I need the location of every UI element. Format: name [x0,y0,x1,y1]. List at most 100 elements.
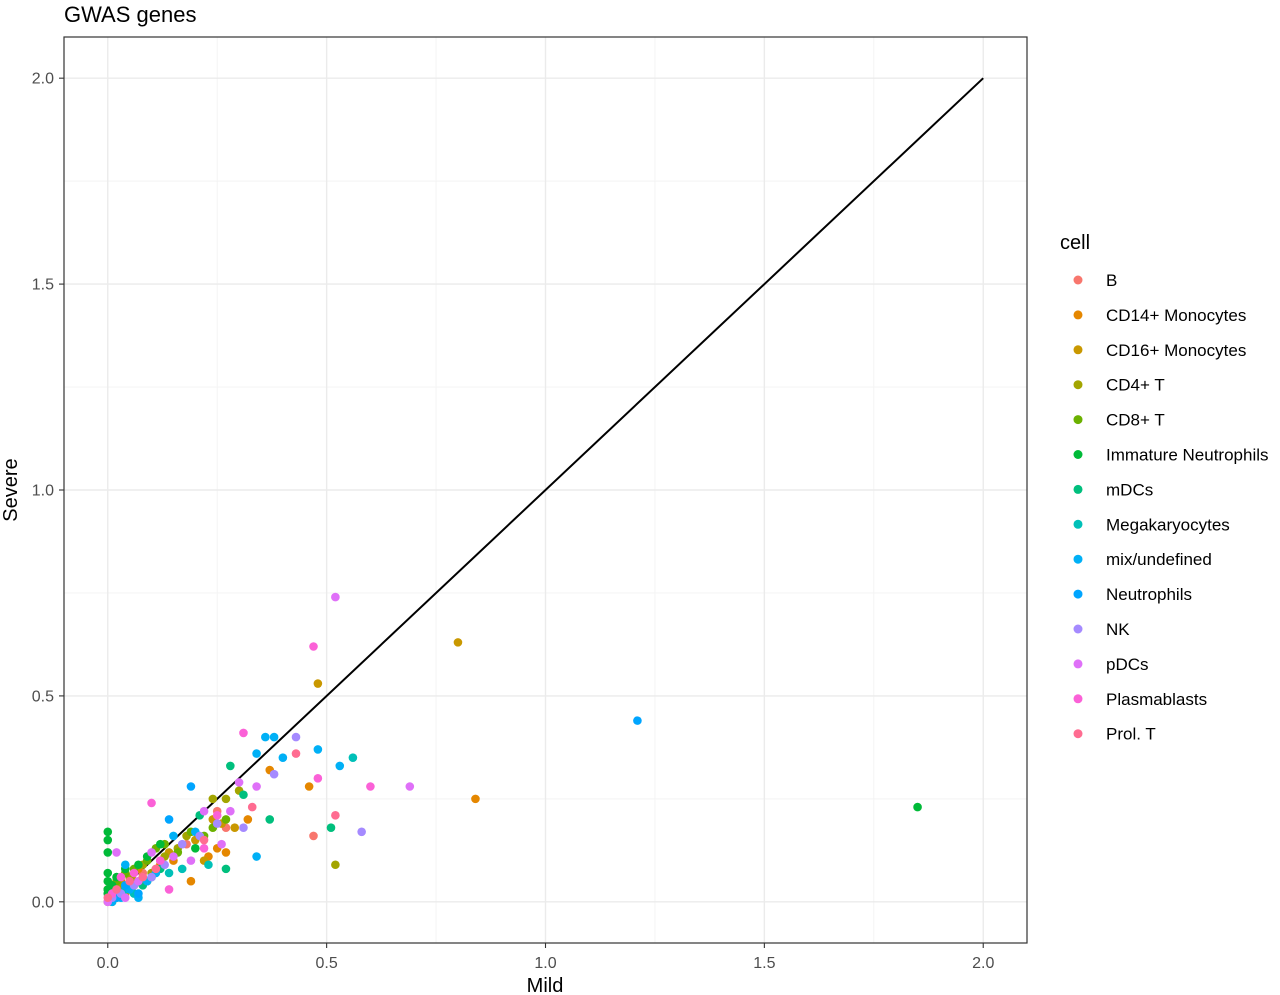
point-pdcs [169,852,178,861]
point-nk [177,839,187,849]
legend-label: Prol. T [1106,725,1156,744]
y-tick-label: 0.5 [32,688,54,705]
legend-key [1073,554,1083,564]
point-pdcs [112,848,121,857]
point-pdcs [405,782,415,791]
x-axis-title: Mild [527,975,564,995]
legend-item: pDCs [1073,655,1149,674]
point-pdcs [186,856,196,865]
point-prol-t [199,835,209,845]
point-cd4-t [208,794,218,804]
legend-label: B [1106,271,1117,290]
y-tick-label: 1.0 [32,483,54,500]
legend-item: CD16+ Monocytes [1073,341,1246,360]
point-b [309,831,318,841]
y-tick-label: 1.5 [32,277,54,294]
legend-item: CD4+ T [1073,376,1165,395]
point-prol-t [138,872,148,882]
x-tick-label: 1.5 [753,955,775,972]
point-plasmablasts [366,782,375,791]
point-mix-undefined [261,732,270,742]
legend-key [1073,659,1083,669]
point-nk [212,819,222,828]
point-mix-undefined [278,753,288,762]
y-axis: 0.0 0.5 1.0 1.5 2.0 [32,71,64,911]
point-mix-undefined [252,749,261,758]
legend-key [1073,310,1083,320]
point-neutrophils [186,782,196,791]
point-cd16-monocytes [230,823,240,832]
gridlines [64,37,1027,943]
legend-key [1073,380,1083,390]
legend-label: Neutrophils [1106,585,1192,604]
point-neutrophils [633,716,642,725]
legend-label: pDCs [1106,655,1149,674]
point-mix-undefined [120,860,130,870]
legend-item: mix/undefined [1073,550,1212,569]
legend-label: Plasmablasts [1106,690,1207,709]
point-neutrophils [164,815,174,824]
legend-key [1073,519,1083,529]
point-cd14-monocytes [243,815,253,824]
point-immature-neutrophils [913,802,922,812]
point-prol-t [125,876,134,886]
point-nk [291,732,301,742]
point-mdcs [221,864,231,874]
point-plasmablasts [147,798,156,808]
point-plasmablasts [164,885,174,894]
point-nk [147,872,156,882]
point-pdcs [217,839,226,849]
point-mix-undefined [169,831,178,841]
legend-label: CD14+ Monocytes [1106,306,1246,325]
point-neutrophils [134,889,143,898]
point-pdcs [226,806,235,816]
point-plasmablasts [239,728,248,738]
point-pdcs [147,848,156,857]
point-cd14-monocytes [304,782,314,791]
point-nk [239,823,248,832]
point-plasmablasts [116,872,126,882]
point-immature-neutrophils [103,827,113,837]
point-pdcs [199,806,209,816]
point-mix-undefined [335,761,345,771]
legend-key [1073,415,1083,425]
legend-label: Immature Neutrophils [1106,446,1269,465]
point-cd4-t [331,860,340,870]
chart-title: GWAS genes [64,2,196,27]
x-tick-label: 0.5 [316,955,338,972]
point-mdcs [239,790,248,800]
legend-item: Immature Neutrophils [1073,446,1269,465]
legend-key [1073,275,1083,285]
point-plasmablasts [156,856,165,865]
legend-key [1073,345,1083,355]
point-plasmablasts [129,868,139,878]
point-pdcs [234,778,244,787]
point-cd16-monocytes [453,638,463,647]
point-plasmablasts [313,773,323,783]
legend-item: mDCs [1073,480,1153,499]
y-tick-label: 0.0 [32,894,54,911]
point-megakaryocytes [177,864,187,874]
x-tick-label: 0.0 [97,955,119,972]
y-tick-label: 2.0 [32,71,54,88]
legend-label: mix/undefined [1106,550,1212,569]
point-cd14-monocytes [186,876,196,886]
point-prol-t [103,893,113,902]
point-prol-t [112,885,121,894]
point-mdcs [226,761,235,771]
x-tick-label: 2.0 [972,955,994,972]
point-immature-neutrophils [191,843,200,853]
legend-label: CD4+ T [1106,376,1165,395]
legend-item: B [1073,271,1117,290]
point-cd4-t [221,794,231,804]
point-cd14-monocytes [471,794,480,804]
legend: cell B CD14+ Monocytes CD16+ Monocytes CD4+… [1060,232,1269,744]
point-plasmablasts [309,642,318,651]
point-mix-undefined [313,745,323,754]
point-mix-undefined [269,732,279,742]
legend-key [1073,729,1083,739]
point-megakaryocytes [348,753,358,762]
legend-label: CD8+ T [1106,411,1165,430]
legend-key [1073,589,1083,599]
